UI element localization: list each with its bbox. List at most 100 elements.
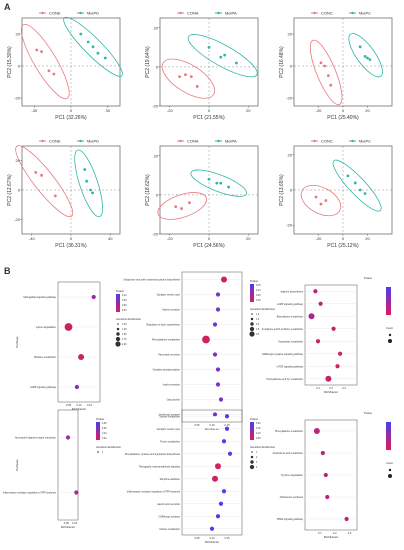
legend-marker xyxy=(351,139,354,143)
confidence-ellipse xyxy=(161,58,216,99)
y-axis-label: PC2 (12.67%) xyxy=(7,174,13,206)
color-legend-title: Pvalue xyxy=(96,417,104,421)
enrichment-bubble xyxy=(212,352,218,357)
data-point xyxy=(363,55,367,58)
pathway-label: Tryptophan metabolism xyxy=(278,340,303,343)
enrichment-bubble xyxy=(320,450,325,456)
plot-frame xyxy=(304,284,358,386)
pathway-label: Gastric secretion xyxy=(162,309,181,312)
legend-label: MeiPD xyxy=(87,139,99,144)
data-point xyxy=(353,181,357,185)
data-point xyxy=(79,32,83,36)
pathway-label: Ubiquinone and other terpenoid-quinone b… xyxy=(123,279,180,282)
pathway-label: Arachidonic acid metabolism xyxy=(273,452,303,455)
legend-marker xyxy=(179,139,182,143)
color-legend-tick: 0.15 xyxy=(256,285,261,287)
x-tick-label: -40 xyxy=(29,236,36,241)
data-point xyxy=(40,50,43,53)
pathway-label: Phenylalanine, tyrosine and tryptophan b… xyxy=(125,453,181,456)
size-legend-bubble xyxy=(388,474,392,478)
legend-marker xyxy=(313,139,316,143)
data-point xyxy=(195,85,199,88)
x-tick-label: 20 xyxy=(365,108,370,113)
plot-frame xyxy=(181,271,243,423)
size-legend-tick: 1 xyxy=(102,452,104,454)
data-point xyxy=(207,45,211,49)
x-tick-label: 0.15 xyxy=(224,423,230,427)
legend-label: CONC xyxy=(321,139,333,144)
color-legend-tick: 0.05 xyxy=(256,295,261,297)
data-point xyxy=(184,73,187,77)
x-tick-label: -20 xyxy=(316,236,323,241)
y-axis-label: PC2 (18.62%) xyxy=(145,174,151,206)
data-point xyxy=(96,51,100,55)
y-tick-label: 20 xyxy=(154,25,159,30)
y-axis-label: PC2 (16.48%) xyxy=(279,46,285,78)
size-legend-tick: 3 xyxy=(256,462,258,464)
size-legend-bubble xyxy=(388,339,392,343)
x-tick-label: 0 xyxy=(342,236,345,241)
y-tick-label: 0 xyxy=(18,64,21,69)
x-tick-label: 0.05 xyxy=(64,521,70,525)
bubble-plot-bub6: Phenylalanine metabolism Arachidonic acid… xyxy=(273,411,394,539)
y-tick-label: -20 xyxy=(286,96,293,101)
y-axis-label: Pathway xyxy=(15,336,19,348)
pca-plot-pca4: CONE MeiPD -40 0 40 -20 0 20 PC1 (36.31%) PC2 (12… xyxy=(7,139,121,249)
x-tick-label: 0.1 xyxy=(318,531,322,535)
pathway-label: Inflammatory mediator regulation of TRP … xyxy=(3,492,57,495)
data-point xyxy=(223,53,227,57)
size-legend-tick: 2 xyxy=(256,457,258,459)
pathway-label: Synaptic vesicle cycle xyxy=(157,294,181,297)
legend-marker xyxy=(41,11,44,15)
data-point xyxy=(319,61,323,65)
x-tick-label: 0.2 xyxy=(329,386,333,390)
legend-label: MeiPA xyxy=(225,11,237,16)
data-point xyxy=(207,177,211,181)
plot-frame xyxy=(57,409,79,521)
size-legend-bubble xyxy=(249,326,255,332)
data-point xyxy=(40,173,43,177)
size-legend-tick: 2.5 xyxy=(256,329,260,331)
size-legend-bubble xyxy=(116,327,120,331)
pathway-label: Histidine metabolism xyxy=(34,356,56,359)
size-legend-title: Count xyxy=(386,326,393,330)
pca-plot-pca5: CONA MeiPA -20 0 20 -20 0 20 PC1 (24.56%) PC2 (18… xyxy=(145,139,259,249)
data-point xyxy=(368,58,372,61)
plot-frame xyxy=(181,409,243,536)
y-tick-label: 0 xyxy=(18,188,21,193)
enrichment-bubble xyxy=(221,489,227,494)
bubble-plot-bub3: Arginine biosynthesis cAMP signaling path… xyxy=(262,276,393,394)
legend-marker xyxy=(79,139,82,143)
data-point xyxy=(103,56,107,60)
y-tick-label: 20 xyxy=(288,152,293,157)
pca-plot-pca3: CONC MeiPC -20 0 20 -20 0 20 PC1 (25.40%) PC2 (16… xyxy=(279,11,393,121)
enrichment-bubble xyxy=(91,294,96,300)
legend-label: CONC xyxy=(321,11,333,16)
size-legend-bubble xyxy=(117,323,119,325)
x-tick-label: 0.2 xyxy=(333,531,337,535)
pathway-label: mTOR signaling pathway xyxy=(276,365,303,368)
x-axis-label: PC1 (24.56%) xyxy=(193,243,225,249)
legend-marker xyxy=(179,11,182,15)
color-bar xyxy=(96,422,100,440)
x-tick-label: 0.10 xyxy=(76,403,82,407)
legend-marker xyxy=(41,139,44,143)
color-legend-tick: 0.03 xyxy=(122,310,127,312)
legend-marker xyxy=(79,11,82,15)
x-tick-label: 0.15 xyxy=(87,403,93,407)
legend-marker xyxy=(351,11,354,15)
color-legend-tick: 0.05 xyxy=(256,438,261,440)
data-point xyxy=(219,181,223,185)
color-bar xyxy=(116,294,120,312)
enrichment-bubble xyxy=(212,412,218,417)
size-legend-bubble xyxy=(97,451,99,453)
enrichment-bubble xyxy=(64,323,73,331)
enrichment-bubble xyxy=(318,301,323,306)
confidence-ellipse xyxy=(187,34,258,78)
y-tick-label: 20 xyxy=(288,32,293,37)
enrichment-bubble xyxy=(209,526,215,531)
pathway-label: Phenylalanine metabolism xyxy=(275,430,303,433)
bubble-plot-bub2: Ubiquinone and other terpenoid-quinone b… xyxy=(123,271,275,431)
x-tick-label: 0 xyxy=(70,108,73,113)
